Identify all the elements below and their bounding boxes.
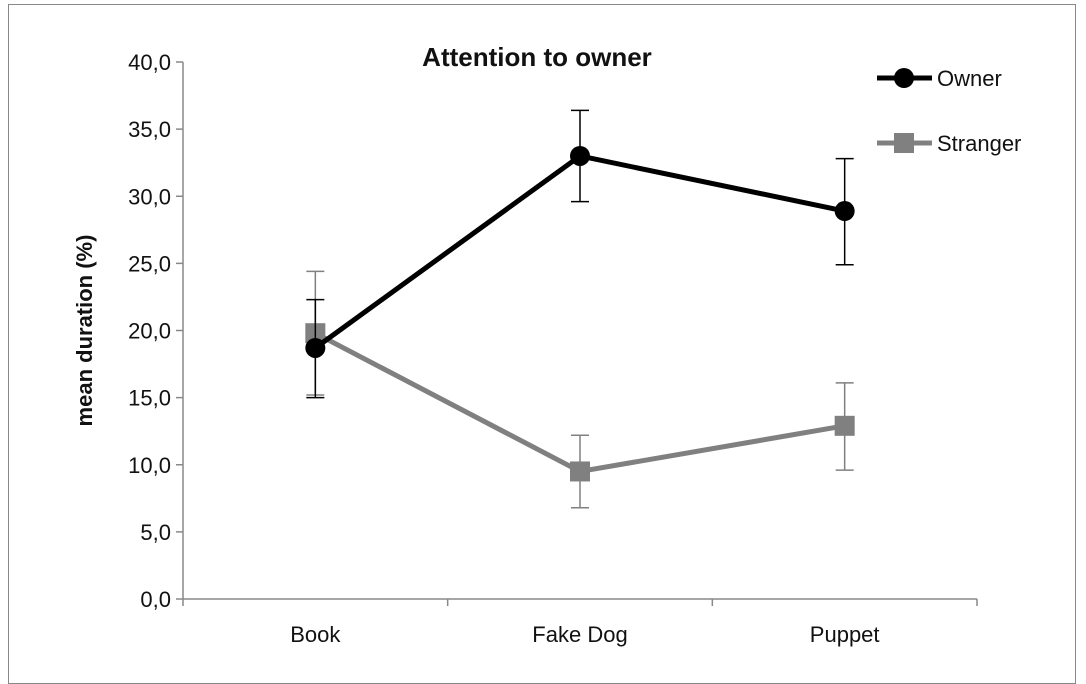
y-tick-label: 15,0 — [128, 386, 171, 411]
x-tick-label: Puppet — [810, 622, 880, 647]
y-tick-label: 30,0 — [128, 184, 171, 209]
y-tick-label: 40,0 — [128, 50, 171, 75]
data-point-stranger — [570, 461, 590, 482]
data-point-owner — [305, 337, 326, 358]
data-point-owner — [570, 145, 590, 166]
x-tick-label: Fake Dog — [532, 622, 627, 647]
legend-marker-stranger — [894, 133, 914, 153]
legend-label-stranger: Stranger — [937, 131, 1021, 156]
legend-label-owner: Owner — [937, 66, 1002, 91]
y-tick-label: 0,0 — [140, 587, 171, 612]
chart-title: Attention to owner — [422, 42, 652, 72]
y-tick-label: 5,0 — [140, 520, 171, 545]
y-tick-label: 35,0 — [128, 117, 171, 142]
x-tick-label: Book — [290, 622, 341, 647]
y-tick-label: 25,0 — [128, 251, 171, 276]
y-tick-label: 20,0 — [128, 319, 171, 344]
legend-marker-owner — [894, 68, 914, 88]
y-axis-label: mean duration (%) — [72, 235, 97, 427]
data-point-stranger — [834, 415, 855, 436]
data-point-owner — [834, 201, 855, 222]
y-tick-label: 10,0 — [128, 453, 171, 478]
